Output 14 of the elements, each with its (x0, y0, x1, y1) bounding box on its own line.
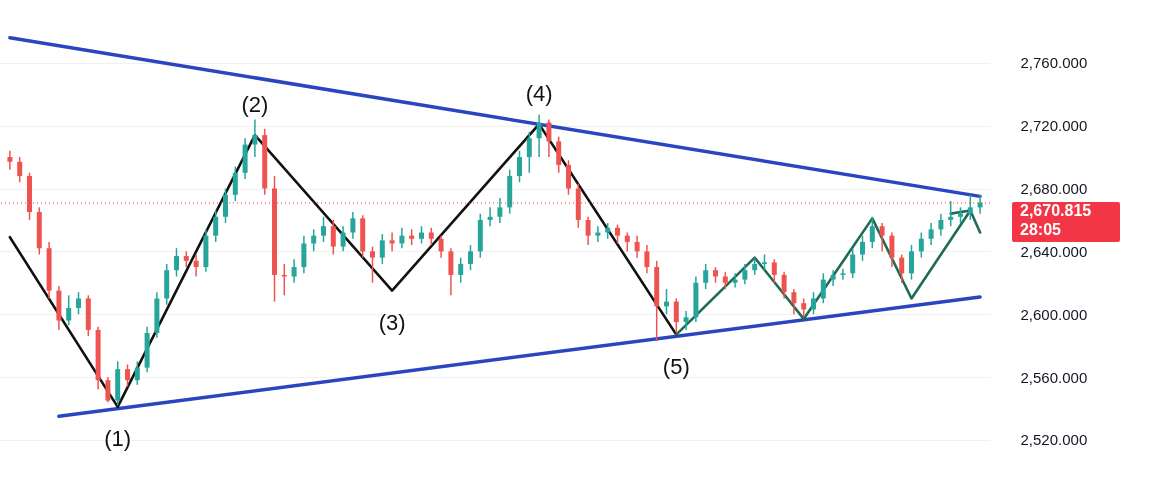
ref-line-label: 2,670.815 (1020, 201, 1092, 219)
y-tick-label: 2,520.000 (1020, 431, 1088, 449)
annotation: (2) (241, 92, 269, 118)
annotation: (5) (662, 353, 690, 379)
y-tick-label: 2,600.000 (1020, 305, 1088, 323)
annotation: (1) (104, 425, 132, 451)
y-tick-label: 2,680.000 (1020, 180, 1088, 198)
text: 28:05 (1020, 220, 1062, 238)
y-tick-label: 2,760.000 (1020, 54, 1088, 72)
y-tick-label: 2,560.000 (1020, 368, 1088, 386)
annotation: (3) (378, 309, 406, 335)
y-tick-label: 2,640.000 (1020, 242, 1088, 260)
y-tick-label: 2,720.000 (1020, 117, 1088, 135)
annotation: (4) (525, 81, 553, 107)
